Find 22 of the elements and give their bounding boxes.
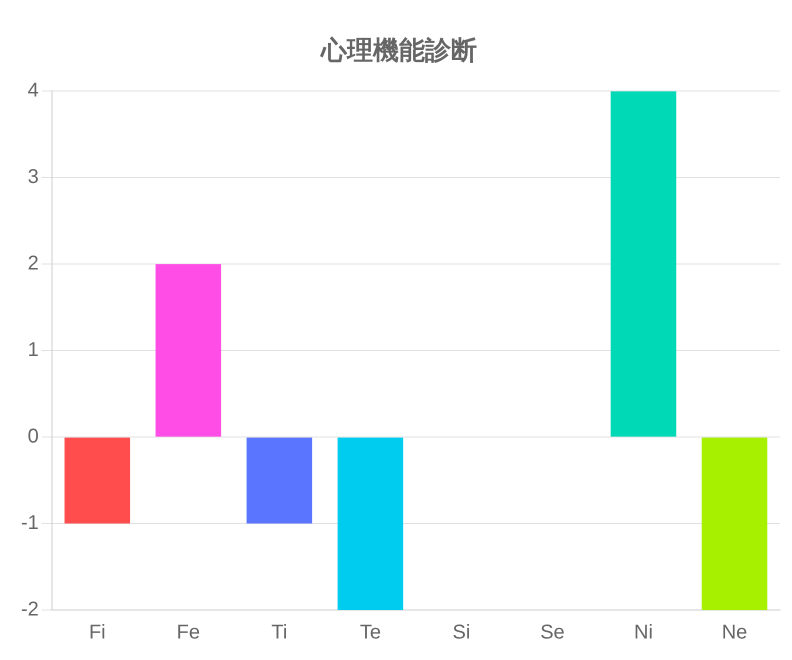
chart-title: 心理機能診断 <box>319 34 477 65</box>
y-tick-label: -1 <box>20 512 39 534</box>
bar <box>246 438 312 524</box>
x-tick-label: Te <box>360 622 381 644</box>
x-tick-label: Se <box>540 622 565 644</box>
y-tick-label: 2 <box>28 252 39 275</box>
x-tick-label: Fe <box>176 622 200 644</box>
x-tick-label: Ti <box>271 622 288 644</box>
y-tick-label: 1 <box>28 339 39 362</box>
x-tick-label: Ne <box>722 622 748 644</box>
y-tick-label: 3 <box>28 166 39 188</box>
x-tick-label: Ni <box>634 622 653 644</box>
x-tick-label: Si <box>452 622 470 644</box>
bar <box>702 438 768 610</box>
x-tick-label: Fi <box>88 622 106 644</box>
bar <box>610 91 676 437</box>
y-tick-label: 0 <box>28 426 39 448</box>
y-tick-label: -2 <box>20 598 39 621</box>
bar <box>338 438 404 610</box>
y-tick-label: 4 <box>28 80 39 102</box>
bar <box>156 264 222 437</box>
bar <box>64 438 130 524</box>
